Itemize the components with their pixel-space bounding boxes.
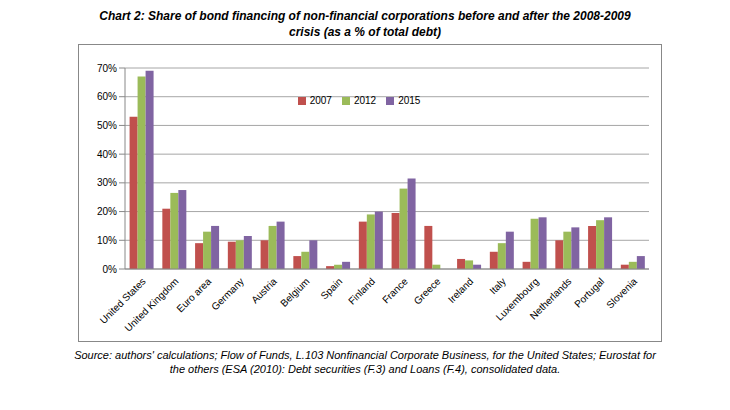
svg-text:30%: 30% <box>97 177 117 188</box>
svg-text:Belgium: Belgium <box>278 276 311 309</box>
svg-text:10%: 10% <box>97 235 117 246</box>
svg-text:Austria: Austria <box>249 275 279 305</box>
svg-text:0%: 0% <box>103 264 118 275</box>
svg-text:Spain: Spain <box>318 276 344 302</box>
svg-text:Ireland: Ireland <box>446 276 475 305</box>
html-text:Source: authors' calculations;: Source: authors' calculations; Flow of F… <box>74 349 656 375</box>
html-text:Chart 2: Share of bond financi: Chart 2: Share of bond financing of non-… <box>99 9 631 39</box>
svg-text:20%: 20% <box>97 206 117 217</box>
svg-text:Greece: Greece <box>412 275 443 306</box>
svg-text:Luxembourg: Luxembourg <box>493 275 541 323</box>
svg-text:60%: 60% <box>97 91 117 102</box>
svg-text:United Kingdom: United Kingdom <box>122 276 180 334</box>
html-text:2012: 2012 <box>353 95 377 106</box>
html-text:2007: 2007 <box>309 95 332 106</box>
svg-text:70%: 70% <box>97 63 117 74</box>
html-text:2015: 2015 <box>398 95 421 106</box>
svg-text:Germany: Germany <box>209 276 246 313</box>
svg-text:Finland: Finland <box>346 276 377 307</box>
svg-text:Euro area: Euro area <box>174 275 213 314</box>
svg-text:France: France <box>380 275 410 305</box>
svg-text:40%: 40% <box>97 149 117 160</box>
svg-text:Netherlands: Netherlands <box>528 276 574 322</box>
svg-text:United States: United States <box>97 275 148 326</box>
svg-text:Portugal: Portugal <box>572 276 606 310</box>
svg-text:50%: 50% <box>97 120 117 131</box>
svg-text:Italy: Italy <box>487 276 508 297</box>
svg-text:Slovenia: Slovenia <box>604 275 639 310</box>
